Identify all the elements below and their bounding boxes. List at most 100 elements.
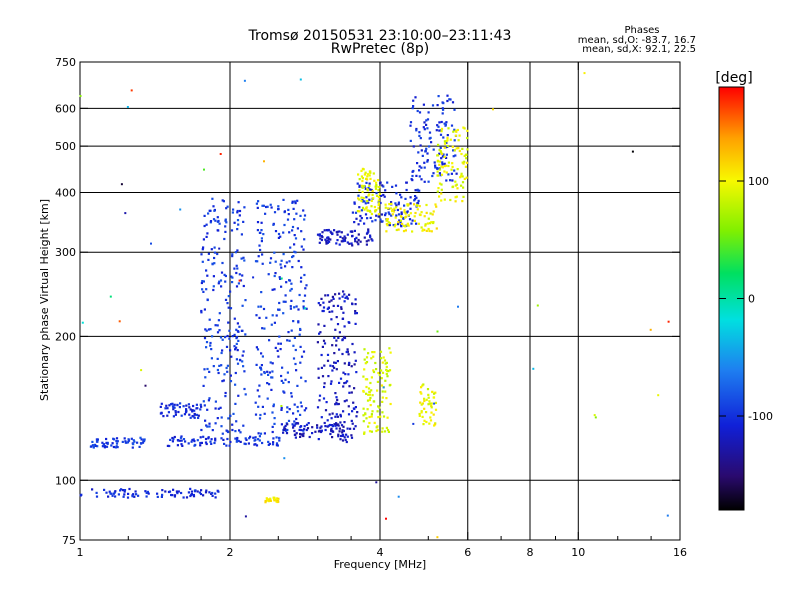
echo-point: [376, 389, 379, 392]
echo-point: [218, 280, 221, 283]
echo-point: [344, 381, 347, 384]
echo-point: [372, 355, 375, 358]
echo-point: [281, 366, 284, 369]
echo-point: [261, 405, 264, 408]
echo-point: [449, 198, 452, 202]
echo-point: [366, 217, 369, 220]
echo-point: [223, 373, 226, 376]
echo-point: [290, 287, 293, 291]
echo-point: [344, 236, 347, 240]
noise-point: [457, 305, 459, 308]
echo-point: [195, 403, 198, 406]
echo-point: [418, 205, 421, 208]
echo-point: [385, 361, 388, 364]
echo-point: [270, 206, 273, 209]
echo-point: [441, 163, 444, 166]
echo-point: [203, 337, 207, 340]
echo-point: [384, 212, 387, 215]
echo-point: [241, 274, 244, 277]
echo-point: [397, 203, 400, 206]
echo-point: [212, 285, 215, 288]
echo-point: [247, 442, 250, 445]
echo-point: [427, 180, 430, 183]
echo-point: [404, 225, 407, 228]
echo-point: [325, 240, 328, 243]
echo-point: [411, 179, 414, 182]
echo-point: [324, 425, 327, 428]
echo-point: [453, 128, 456, 131]
echo-point: [300, 276, 303, 279]
echo-point: [364, 378, 367, 381]
echo-point: [288, 231, 291, 234]
echo-point: [213, 441, 216, 445]
echo-point: [369, 396, 372, 399]
echo-point: [249, 435, 252, 438]
echo-point: [353, 201, 356, 204]
echo-point: [331, 412, 334, 415]
echo-point: [385, 372, 388, 375]
echo-point: [334, 403, 337, 406]
echo-point: [245, 438, 248, 441]
echo-point: [277, 205, 280, 208]
echo-point: [334, 392, 337, 395]
echo-point: [435, 227, 438, 230]
echo-point: [446, 134, 449, 137]
echo-point: [331, 344, 334, 347]
echo-point: [168, 444, 171, 448]
echo-point: [316, 426, 319, 429]
echo-point: [434, 391, 437, 394]
echo-point: [369, 171, 372, 174]
echo-point: [425, 119, 428, 122]
echo-point: [294, 436, 297, 439]
echo-point: [401, 222, 404, 225]
echo-point: [454, 196, 457, 199]
echo-point: [422, 103, 425, 106]
echo-point: [236, 349, 239, 352]
echo-point: [322, 309, 325, 313]
echo-point: [221, 349, 224, 352]
echo-point: [235, 337, 238, 340]
echo-point: [447, 161, 450, 164]
echo-point: [205, 442, 208, 446]
echo-point: [409, 124, 412, 127]
echo-point: [345, 295, 348, 298]
echo-point: [410, 222, 413, 225]
echo-point: [308, 435, 311, 439]
echo-point: [210, 348, 213, 351]
echo-point: [366, 378, 369, 381]
echo-point: [191, 415, 194, 418]
echo-point: [427, 396, 430, 399]
echo-point: [181, 444, 184, 447]
echo-point: [317, 302, 320, 305]
echo-point: [380, 369, 383, 372]
echo-point: [376, 380, 379, 383]
echo-point: [423, 407, 426, 410]
echo-point: [397, 228, 400, 231]
echo-point: [339, 415, 342, 418]
noise-point: [532, 367, 535, 370]
echo-point: [354, 298, 357, 301]
phase-stats-o: mean, sd,O: -83.7, 16.7: [578, 35, 696, 46]
echo-point: [412, 105, 415, 108]
echo-point: [194, 489, 197, 492]
echo-point: [399, 221, 402, 224]
echo-point: [368, 398, 371, 402]
echo-point: [302, 300, 305, 303]
echo-point: [449, 138, 452, 141]
echo-point: [274, 260, 277, 263]
echo-point: [204, 419, 207, 422]
echo-point: [353, 363, 356, 366]
echo-point: [273, 251, 276, 254]
echo-point: [385, 218, 388, 221]
echo-point: [418, 412, 421, 416]
echo-point: [413, 199, 416, 202]
echo-point: [428, 145, 431, 148]
echo-point: [289, 307, 292, 310]
echo-point: [371, 410, 374, 413]
echo-point: [123, 437, 126, 440]
echo-point: [276, 349, 279, 352]
echo-point: [270, 388, 273, 391]
echo-point: [244, 393, 247, 396]
echo-point: [354, 406, 357, 409]
